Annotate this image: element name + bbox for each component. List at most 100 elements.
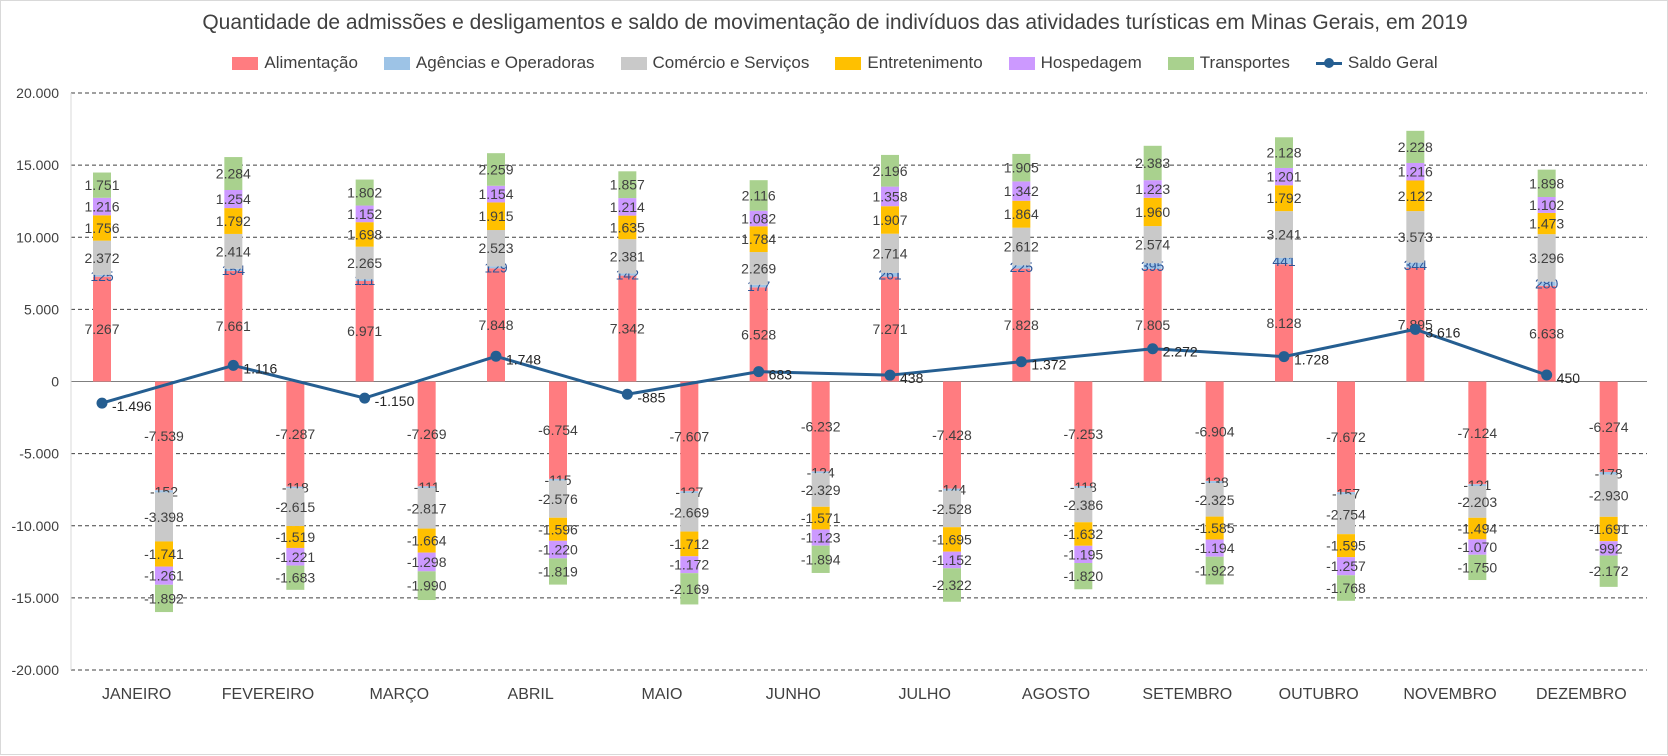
bar-admission — [749, 252, 768, 285]
data-label: -2.329 — [801, 482, 841, 498]
bar-dismissal — [1205, 556, 1224, 585]
saldo-point — [96, 397, 108, 409]
legend: Alimentação Agências e Operadoras Comércio… — [1, 53, 1668, 73]
data-label: -1.683 — [275, 570, 315, 586]
data-label: 2.714 — [872, 245, 907, 261]
bar-admission — [487, 185, 505, 203]
saldo-line — [101, 327, 1548, 405]
bar-dismissal — [549, 540, 567, 559]
data-label: -2.817 — [407, 500, 447, 516]
data-label: -1.990 — [407, 578, 447, 594]
bar-admission — [93, 240, 111, 275]
saldo-point — [884, 369, 896, 381]
bar-dismissal — [1205, 516, 1224, 540]
bar-dismissal — [417, 486, 436, 488]
bar-admission — [618, 239, 637, 274]
bar-admission — [224, 270, 243, 382]
data-label: -1.595 — [1326, 538, 1366, 554]
y-tick-label: -5.000 — [19, 446, 59, 462]
bar-admission — [1537, 234, 1556, 282]
x-tick-label: DEZEMBRO — [1536, 686, 1627, 703]
bar-admission — [1143, 268, 1162, 382]
bar-admission — [1275, 185, 1293, 212]
y-tick-label: 5.000 — [24, 301, 59, 317]
bar-dismissal — [155, 492, 173, 542]
y-tick-label: -15.000 — [12, 590, 60, 606]
bar-dismissal — [155, 584, 173, 613]
bar-dismissal — [1074, 522, 1093, 546]
data-label: 7.267 — [84, 321, 119, 337]
data-label: 1.751 — [84, 177, 119, 193]
data-label: -2.615 — [275, 499, 315, 515]
data-label: -2.528 — [932, 501, 972, 517]
data-label: 7.828 — [1004, 317, 1039, 333]
data-label: -6.754 — [538, 422, 578, 438]
saldo-point — [227, 359, 239, 371]
bar-admission — [1537, 197, 1556, 213]
bar-admission — [93, 215, 111, 241]
bar-dismissal — [680, 556, 699, 574]
bar-dismissal — [549, 517, 567, 541]
bar-dismissal — [1074, 486, 1093, 488]
data-label: 1.342 — [1004, 183, 1039, 199]
data-label: -7.539 — [144, 428, 184, 444]
data-label: 2.414 — [216, 243, 251, 259]
bar-admission — [1012, 268, 1031, 382]
data-label: -7.428 — [932, 427, 972, 443]
data-label: -1.257 — [1326, 558, 1366, 574]
bar-admission — [1537, 281, 1556, 286]
saldo-point — [1541, 369, 1553, 381]
data-label: -1.892 — [144, 590, 184, 606]
legend-item: Agências e Operadoras — [383, 53, 595, 73]
bar-admission — [749, 284, 768, 288]
legend-swatch — [383, 56, 410, 70]
data-label: 2.196 — [872, 163, 907, 179]
data-label: 2.284 — [216, 166, 251, 182]
data-label: 2.574 — [1135, 237, 1170, 253]
data-label: 1.898 — [1529, 175, 1564, 191]
data-label: -1.695 — [932, 531, 972, 547]
bar-dismissal — [680, 531, 699, 557]
bar-admission — [224, 190, 243, 209]
bar-admission — [1012, 181, 1031, 201]
data-label: -7.607 — [669, 428, 709, 444]
bar-admission — [881, 186, 899, 207]
data-label: 2.612 — [1004, 238, 1039, 254]
bar-dismissal — [1337, 534, 1355, 558]
legend-label: Alimentação — [264, 53, 358, 72]
legend-label: Agências e Operadoras — [415, 53, 595, 72]
bar-admission — [1143, 197, 1162, 227]
data-label: 1.214 — [610, 199, 645, 215]
data-label: 2.372 — [84, 250, 119, 266]
bar-dismissal — [1599, 474, 1618, 517]
data-label: 1.905 — [1004, 160, 1039, 176]
data-label: 1.154 — [478, 186, 513, 202]
saldo-point — [753, 366, 765, 378]
data-label: 1.152 — [347, 206, 382, 222]
data-label: -2.930 — [1589, 488, 1629, 504]
legend-swatch — [1008, 56, 1035, 70]
bar-admission — [1406, 130, 1425, 163]
x-tick-label: MARÇO — [370, 686, 430, 703]
data-label: -1.691 — [1589, 521, 1629, 537]
bar-dismissal — [680, 381, 699, 492]
data-label: -2.325 — [1195, 492, 1235, 508]
data-label: 1.082 — [741, 211, 776, 227]
bar-admission — [881, 233, 899, 273]
y-tick-label: 10.000 — [16, 229, 59, 245]
bar-admission — [224, 208, 243, 234]
bar-admission — [1012, 200, 1031, 228]
bar-dismissal — [549, 480, 567, 518]
bar-dismissal — [1468, 484, 1487, 487]
data-label: -1.632 — [1063, 526, 1103, 542]
data-label: 1.102 — [1529, 197, 1564, 213]
bar-admission — [1275, 167, 1293, 186]
saldo-label: 1.372 — [1031, 357, 1066, 373]
legend-label: Entretenimento — [867, 53, 983, 72]
data-label: -1.221 — [275, 549, 315, 565]
data-label: 7.661 — [216, 318, 251, 334]
data-label: -1.494 — [1457, 521, 1497, 537]
saldo-label: 438 — [900, 370, 924, 386]
